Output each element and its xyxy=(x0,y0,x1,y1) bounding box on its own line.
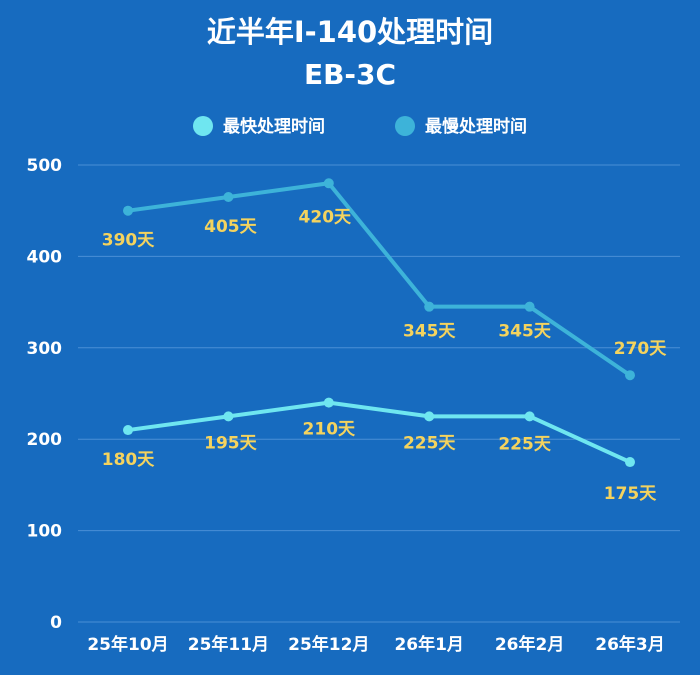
y-tick-label: 200 xyxy=(27,430,63,450)
x-tick-label: 26年1月 xyxy=(394,634,464,655)
x-axis: 25年10月 25年11月 25年12月 26年1月 26年2月 26年3月 xyxy=(87,634,664,655)
data-label: 405天 xyxy=(204,217,257,237)
grid xyxy=(78,164,680,623)
chart-title: 近半年I-140处理时间 xyxy=(207,15,493,49)
data-label: 175天 xyxy=(604,484,657,504)
data-label: 195天 xyxy=(204,433,257,453)
data-point xyxy=(223,411,234,422)
legend-label: 最慢处理时间 xyxy=(425,116,527,137)
x-tick-label: 25年12月 xyxy=(288,634,369,655)
data-label: 345天 xyxy=(498,322,551,342)
data-label: 270天 xyxy=(614,339,667,359)
data-point xyxy=(524,301,535,312)
y-tick-label: 500 xyxy=(27,156,63,176)
data-point xyxy=(625,370,635,381)
y-tick-label: 100 xyxy=(27,522,63,542)
chart-subtitle: EB-3C xyxy=(304,58,396,91)
series-line xyxy=(126,400,632,465)
data-label: 210天 xyxy=(303,420,356,440)
series-line xyxy=(126,181,632,378)
data-point xyxy=(123,205,133,216)
data-point xyxy=(424,411,435,422)
y-tick-label: 300 xyxy=(27,339,63,359)
data-point xyxy=(323,178,334,189)
x-tick-label: 25年11月 xyxy=(188,634,269,655)
legend-marker xyxy=(395,116,415,136)
data-label: 225天 xyxy=(498,434,551,454)
data-point xyxy=(123,425,133,436)
data-point xyxy=(424,301,435,312)
data-label: 420天 xyxy=(299,207,352,227)
data-point xyxy=(524,411,535,422)
legend-label: 最快处理时间 xyxy=(223,116,325,137)
data-point xyxy=(625,457,635,468)
data-point xyxy=(323,397,334,408)
y-tick-label: 400 xyxy=(27,247,63,267)
data-label: 225天 xyxy=(403,433,456,453)
x-tick-label: 25年10月 xyxy=(87,634,168,655)
y-axis: 0 100 200 300 400 500 xyxy=(27,156,63,633)
data-label: 390天 xyxy=(102,231,155,251)
x-tick-label: 26年2月 xyxy=(495,634,565,655)
x-tick-label: 26年3月 xyxy=(595,634,665,655)
legend: 最快处理时间 最慢处理时间 xyxy=(193,116,527,137)
legend-marker xyxy=(193,116,213,136)
data-label: 345天 xyxy=(403,322,456,342)
y-tick-label: 0 xyxy=(50,613,62,633)
data-label: 180天 xyxy=(102,450,155,470)
data-point xyxy=(223,191,234,202)
series-layer: 180天 195天 210天 225天 225天 175天 390天 405天 420天 345天… xyxy=(102,178,667,504)
